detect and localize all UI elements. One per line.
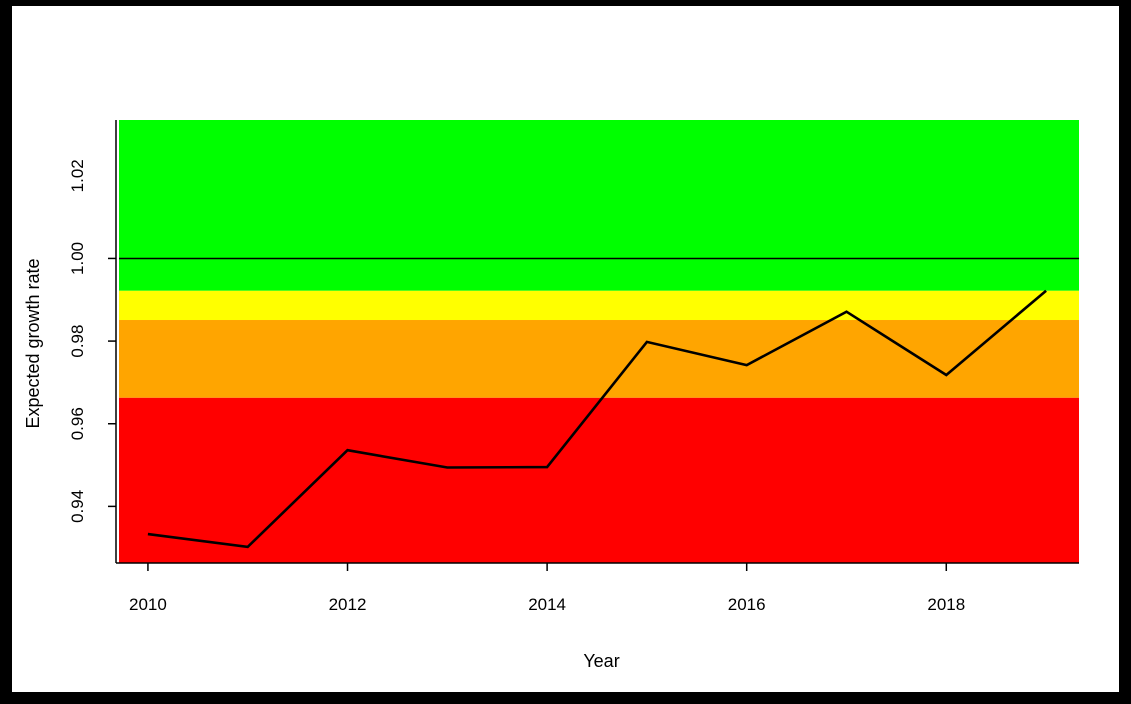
- band-0: [119, 397, 1079, 563]
- y-tick-label: 0.94: [68, 490, 87, 523]
- x-tick-label: 2016: [728, 595, 766, 614]
- x-tick-label: 2012: [329, 595, 367, 614]
- status-bands: [119, 120, 1079, 563]
- series-line: [147, 289, 1047, 549]
- y-ticks: 0.94 0.96 0.98 1.00 1.02: [68, 159, 116, 523]
- y-tick-label: 1.02: [68, 159, 87, 192]
- x-tick-label: 2014: [528, 595, 566, 614]
- y-tick-label: 0.98: [68, 325, 87, 358]
- x-tick-label: 2018: [927, 595, 965, 614]
- band-2: [119, 290, 1079, 321]
- x-ticks: 2010 2012 2014 2016 2018: [129, 563, 965, 614]
- band-1: [119, 320, 1079, 398]
- y-axis-label: Expected growth rate: [23, 258, 43, 428]
- y-tick-label: 0.96: [68, 407, 87, 440]
- x-axis-label: Year: [583, 651, 619, 671]
- y-tick-label: 1.00: [68, 242, 87, 275]
- band-3: [119, 120, 1079, 291]
- x-tick-label: 2010: [129, 595, 167, 614]
